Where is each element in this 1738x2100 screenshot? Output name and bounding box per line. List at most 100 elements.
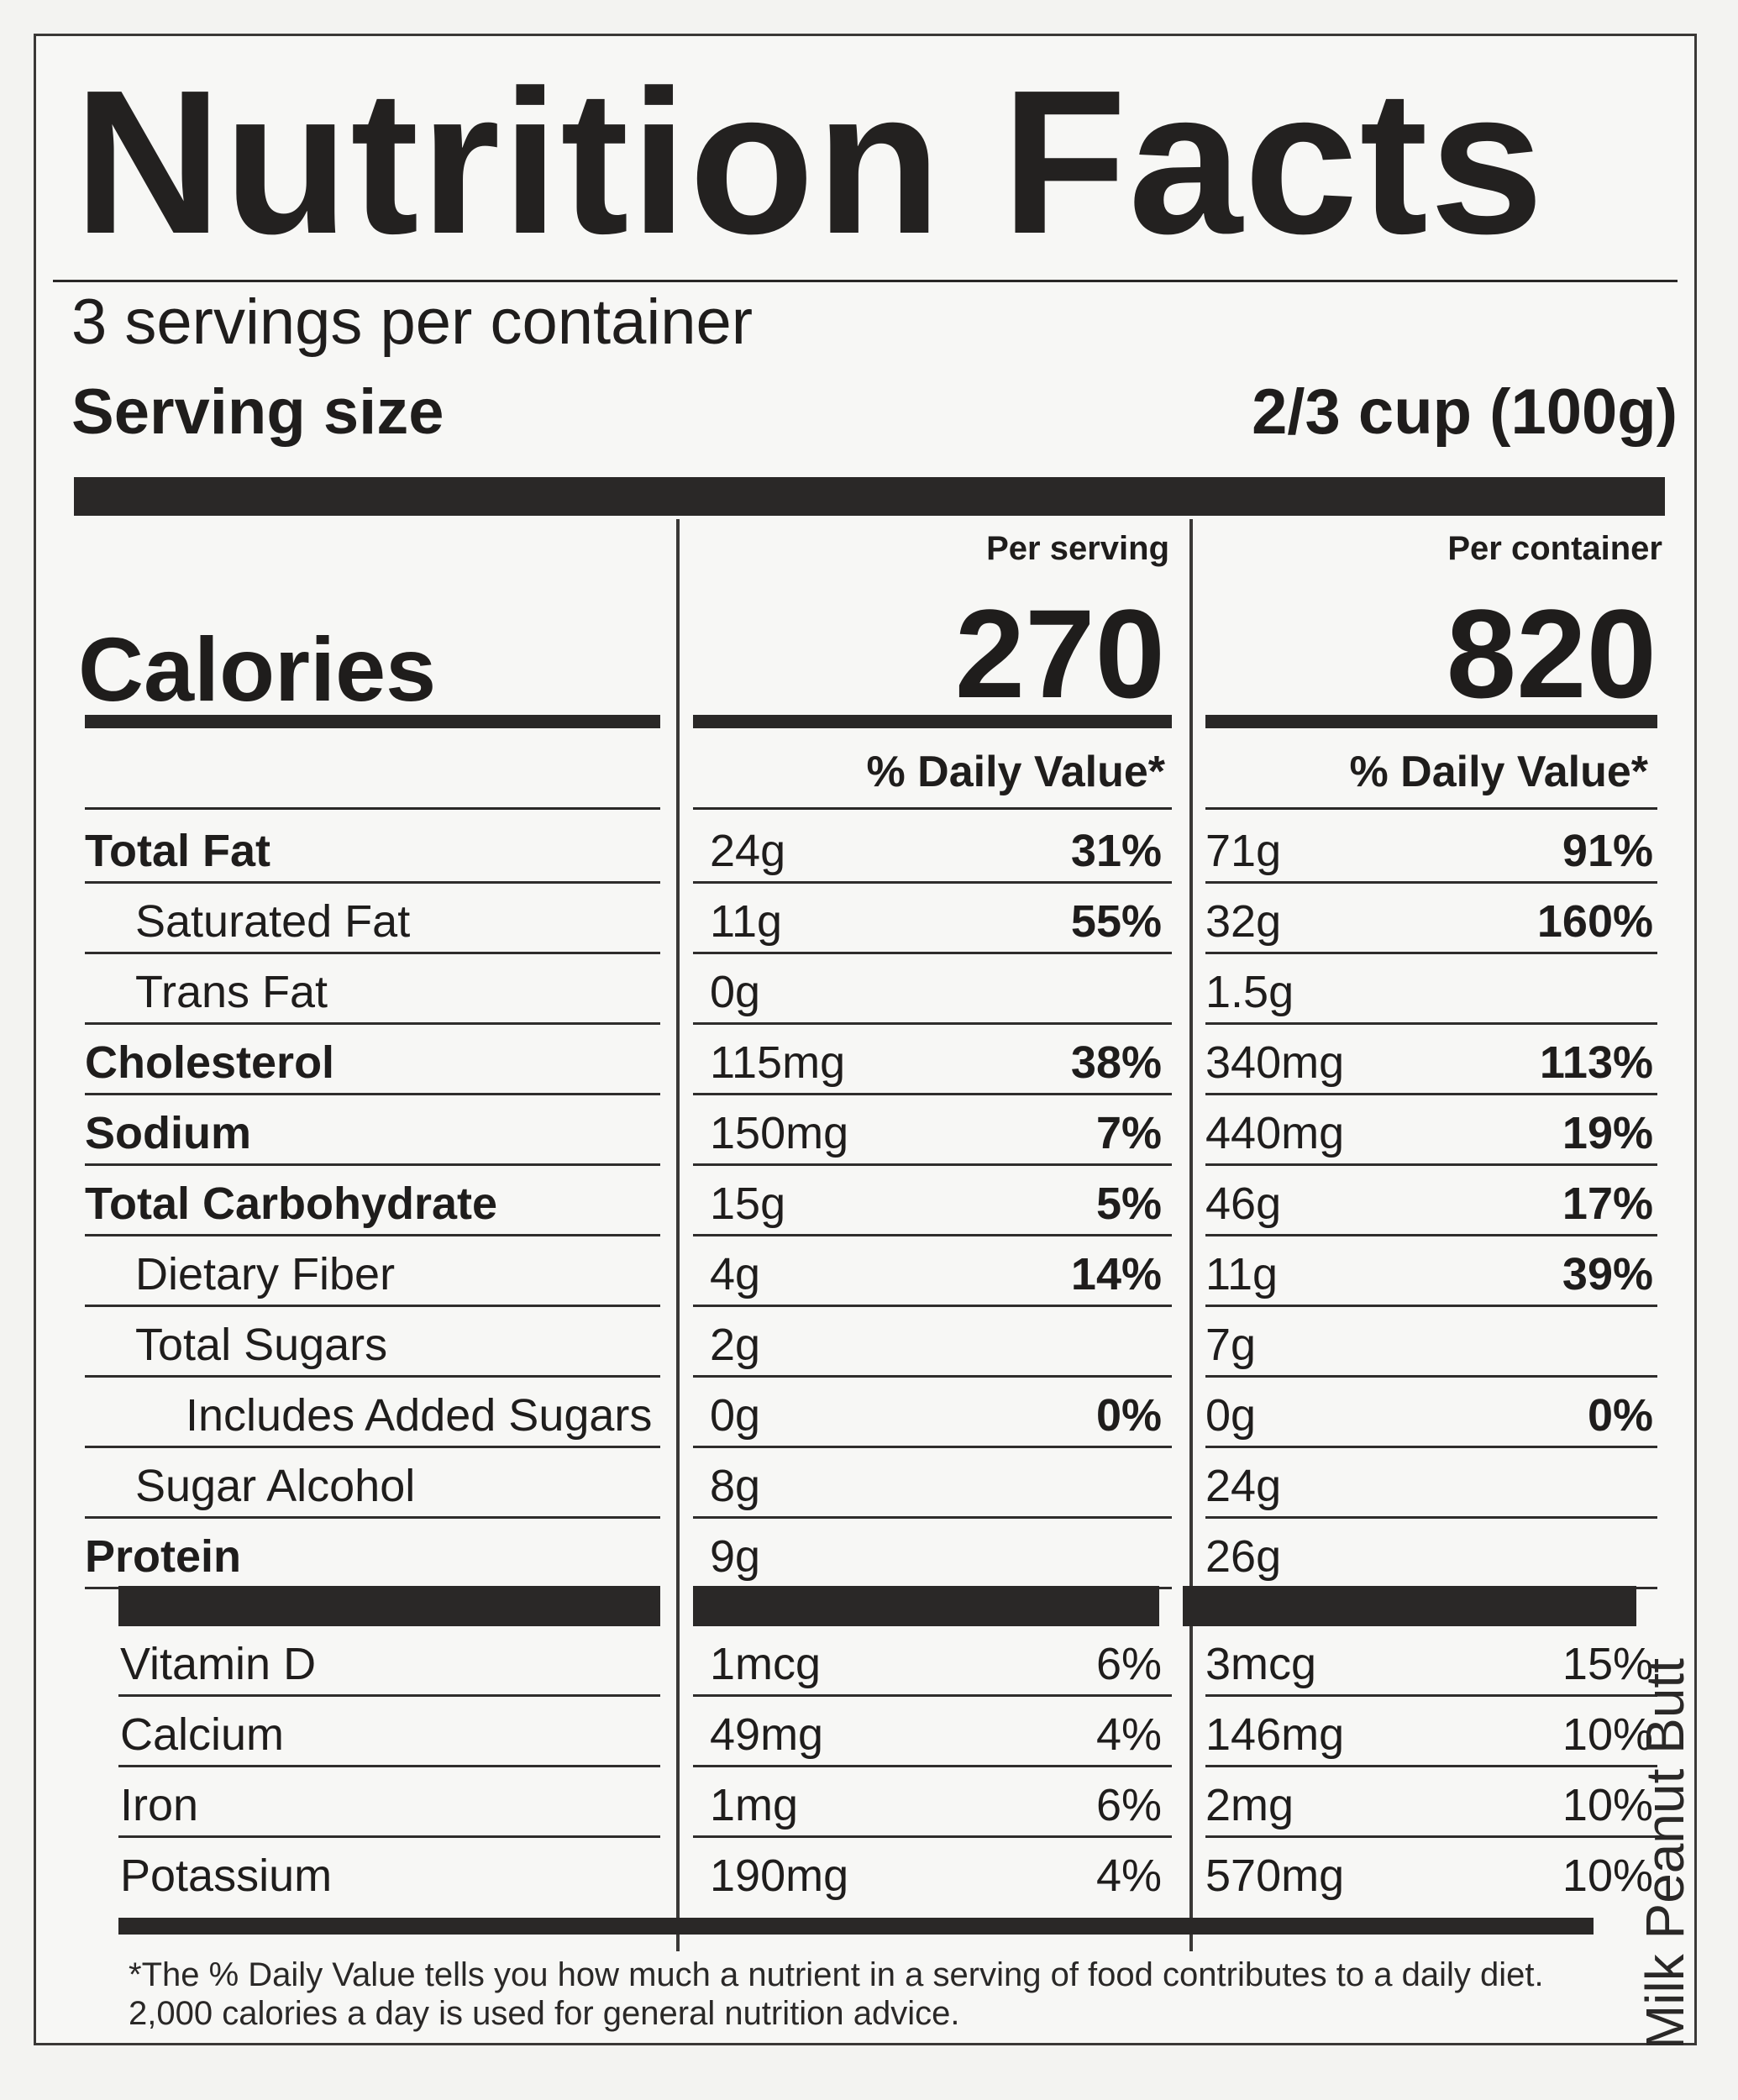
nutrient-name: Trans Fat [135, 967, 328, 1017]
amount-per-serving: 115mg [710, 1037, 846, 1088]
row-rule [1205, 1234, 1657, 1236]
daily-value-per-container: 17% [1562, 1179, 1653, 1229]
amount-per-container: 7g [1205, 1320, 1257, 1370]
daily-value-per-serving: 6% [1095, 1780, 1162, 1830]
nutrient-row: Total Fat 24g 31% 71g 91% [36, 813, 1694, 884]
per-serving-header: Per serving [986, 530, 1169, 567]
amount-per-container: 2mg [1205, 1780, 1294, 1830]
amount-per-serving: 2g [710, 1320, 761, 1370]
nutrient-name: Sugar Alcohol [135, 1461, 416, 1511]
calories-rule-1 [85, 715, 660, 728]
calories-rule-2 [693, 715, 1172, 728]
nutrient-name: Saturated Fat [135, 896, 411, 947]
row-rule [693, 1163, 1172, 1166]
calories-label: Calories [78, 618, 437, 720]
row-rule [693, 1446, 1172, 1448]
row-rule [85, 1234, 660, 1236]
nutrient-name: Protein [85, 1531, 242, 1582]
nutrient-row: Dietary Fiber 4g 14% 11g 39% [36, 1236, 1694, 1307]
row-rule [85, 1163, 660, 1166]
per-container-header: Per container [1447, 530, 1662, 567]
amount-per-container: 570mg [1205, 1851, 1345, 1901]
nutrient-row: Cholesterol 115mg 38% 340mg 113% [36, 1025, 1694, 1095]
daily-value-per-container: 160% [1536, 896, 1653, 947]
daily-value-per-container: 10% [1562, 1780, 1653, 1830]
nutrient-name: Sodium [85, 1108, 251, 1158]
row-rule [1205, 1765, 1657, 1767]
row-rule [85, 1446, 660, 1448]
nutrient-name: Dietary Fiber [135, 1249, 396, 1299]
nutrition-facts-label: Nutrition Facts 3 servings per container… [34, 34, 1697, 2045]
row-rule [85, 1093, 660, 1095]
daily-value-per-container: 91% [1562, 826, 1653, 876]
daily-value-header-serving: % Daily Value* [866, 748, 1165, 796]
amount-per-serving: 4g [710, 1249, 761, 1299]
amount-per-container: 3mcg [1205, 1639, 1317, 1689]
row-rule [693, 1765, 1172, 1767]
vitamin-row: Calcium 49mg 4% 146mg 10% [36, 1697, 1694, 1767]
nutrient-name: Total Sugars [135, 1320, 388, 1370]
daily-value-per-serving: 4% [1095, 1851, 1162, 1901]
amount-per-serving: 150mg [710, 1108, 849, 1158]
amount-per-serving: 9g [710, 1531, 761, 1582]
daily-value-per-container: 39% [1562, 1249, 1653, 1299]
nutrient-row: Saturated Fat 11g 55% 32g 160% [36, 884, 1694, 954]
calories-rule-3 [1205, 715, 1657, 728]
row-rule [693, 1093, 1172, 1095]
row-rule [1205, 1163, 1657, 1166]
label-title: Nutrition Facts [74, 47, 1546, 276]
daily-value-per-serving: 0% [1095, 1390, 1162, 1441]
row-rule [693, 1375, 1172, 1378]
nutrient-name: Total Carbohydrate [85, 1179, 498, 1229]
daily-value-header-container: % Daily Value* [1349, 748, 1648, 796]
nutrient-row: Includes Added Sugars 0g 0% 0g 0% [36, 1378, 1694, 1448]
row-rule [85, 952, 660, 954]
calories-per-container: 820 [1446, 583, 1657, 724]
amount-per-container: 440mg [1205, 1108, 1345, 1158]
row-rule [85, 1516, 660, 1519]
row-rule [1205, 881, 1657, 884]
row-rule [693, 1305, 1172, 1307]
nutrient-name: Potassium [120, 1851, 333, 1901]
amount-per-container: 32g [1205, 896, 1282, 947]
nutrient-name: Total Fat [85, 826, 270, 876]
serving-size-label: Serving size [71, 376, 444, 448]
amount-per-container: 71g [1205, 826, 1282, 876]
calories-per-serving: 270 [954, 583, 1165, 724]
footnote-line-2: 2,000 calories a day is used for general… [129, 1995, 960, 2032]
title-rule [53, 280, 1678, 282]
amount-per-container: 1.5g [1205, 967, 1294, 1017]
row-rule [693, 1022, 1172, 1025]
serving-size-value: 2/3 cup (100g) [1252, 376, 1678, 448]
row-rule [85, 1022, 660, 1025]
row-rule [693, 1516, 1172, 1519]
daily-value-per-serving: 4% [1095, 1709, 1162, 1760]
amount-per-container: 11g [1205, 1249, 1279, 1299]
nutrient-name: Calcium [120, 1709, 285, 1760]
row-rule [693, 952, 1172, 954]
row-rule [693, 881, 1172, 884]
nutrient-row: Protein 9g 26g [36, 1519, 1694, 1589]
nutrient-row: Total Sugars 2g 7g [36, 1307, 1694, 1378]
daily-value-per-container: 10% [1562, 1709, 1653, 1760]
thick-rule-vitamins-1 [118, 1586, 660, 1626]
row-rule [118, 1694, 660, 1697]
daily-value-per-container: 0% [1587, 1390, 1653, 1441]
daily-value-per-container: 113% [1539, 1037, 1653, 1088]
vitamin-row: Potassium 190mg 4% 570mg 10% [36, 1838, 1694, 1908]
row-rule [1205, 1375, 1657, 1378]
package-edge-text: Milk Peanut Butt [1635, 1658, 1695, 2050]
vitamin-row: Vitamin D 1mcg 6% 3mcg 15% [36, 1626, 1694, 1697]
amount-per-container: 146mg [1205, 1709, 1345, 1760]
amount-per-container: 0g [1205, 1390, 1257, 1441]
nutrient-row: Sugar Alcohol 8g 24g [36, 1448, 1694, 1519]
daily-value-per-serving: 7% [1095, 1108, 1162, 1158]
row-rule [85, 1305, 660, 1307]
thick-rule-vitamins-3 [1183, 1586, 1636, 1626]
daily-value-per-container: 10% [1562, 1851, 1653, 1901]
nutrient-row: Trans Fat 0g 1.5g [36, 954, 1694, 1025]
row-rule [693, 1234, 1172, 1236]
servings-per-container: 3 servings per container [71, 286, 753, 358]
daily-value-per-container: 19% [1562, 1108, 1653, 1158]
row-rule [693, 1694, 1172, 1697]
